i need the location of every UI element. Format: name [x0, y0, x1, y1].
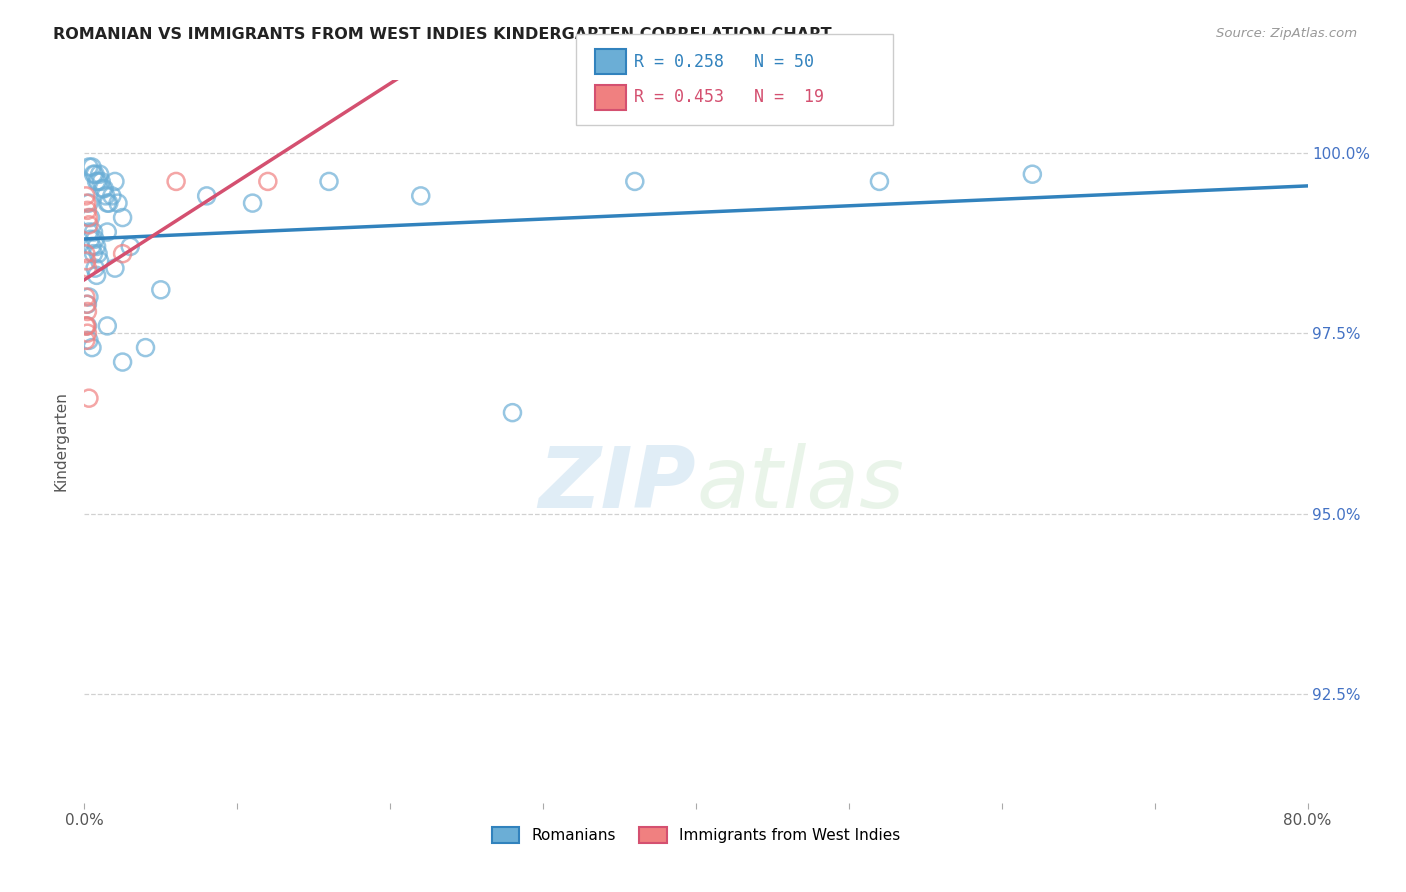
Point [111, 211, 134, 225]
Y-axis label: Kindergarten: Kindergarten [53, 392, 69, 491]
Point [91, 182, 114, 196]
Point [120, 239, 142, 253]
Point [94, 189, 117, 203]
Point [165, 174, 187, 188]
Point [76, 326, 98, 341]
Point [77, 196, 100, 211]
Text: R = 0.258   N = 50: R = 0.258 N = 50 [634, 53, 814, 70]
Point [84, 261, 107, 276]
Point [104, 174, 127, 188]
Point [79, 232, 101, 246]
Point [76, 261, 98, 276]
Point [76, 196, 98, 211]
Point [502, 406, 524, 420]
Point [76, 253, 98, 268]
Point [76, 297, 98, 311]
Point [93, 182, 115, 196]
Text: atlas: atlas [696, 443, 904, 526]
Point [107, 196, 129, 211]
Point [77, 218, 100, 232]
Point [75, 246, 97, 260]
Text: ZIP: ZIP [538, 443, 696, 526]
Point [135, 341, 157, 355]
Point [257, 174, 280, 188]
Point [75, 189, 97, 203]
Point [242, 196, 264, 211]
Legend: Romanians, Immigrants from West Indies: Romanians, Immigrants from West Indies [486, 822, 905, 849]
Point [77, 391, 100, 405]
Point [111, 246, 134, 260]
Point [87, 174, 110, 188]
Point [76, 318, 98, 333]
Point [195, 189, 218, 203]
Point [96, 318, 118, 333]
Point [149, 283, 172, 297]
Point [83, 225, 105, 239]
Point [83, 246, 105, 260]
Point [87, 246, 110, 260]
Point [86, 174, 108, 188]
Point [77, 211, 100, 225]
Point [89, 253, 111, 268]
Point [76, 304, 98, 318]
Point [77, 334, 100, 348]
Text: ROMANIAN VS IMMIGRANTS FROM WEST INDIES KINDERGARTEN CORRELATION CHART: ROMANIAN VS IMMIGRANTS FROM WEST INDIES … [53, 27, 832, 42]
Point [84, 167, 107, 181]
Point [75, 334, 97, 348]
Point [86, 239, 108, 253]
Point [76, 297, 98, 311]
Point [77, 290, 100, 304]
Text: R = 0.453   N =  19: R = 0.453 N = 19 [634, 88, 824, 106]
Point [80, 239, 103, 253]
Text: Source: ZipAtlas.com: Source: ZipAtlas.com [1216, 27, 1357, 40]
Point [75, 318, 97, 333]
Point [90, 174, 112, 188]
Point [104, 261, 127, 276]
Point [409, 189, 432, 203]
Point [111, 355, 134, 369]
Point [1021, 167, 1043, 181]
Point [318, 174, 340, 188]
Point [76, 203, 98, 218]
Point [84, 232, 107, 246]
Point [97, 196, 120, 211]
Point [89, 167, 111, 181]
Point [77, 160, 100, 174]
Point [76, 318, 98, 333]
Point [101, 189, 124, 203]
Point [80, 341, 103, 355]
Point [86, 268, 108, 283]
Point [75, 290, 97, 304]
Point [83, 167, 105, 181]
Point [79, 211, 101, 225]
Point [869, 174, 891, 188]
Point [77, 225, 100, 239]
Point [96, 196, 118, 211]
Point [96, 225, 118, 239]
Point [624, 174, 647, 188]
Point [80, 160, 103, 174]
